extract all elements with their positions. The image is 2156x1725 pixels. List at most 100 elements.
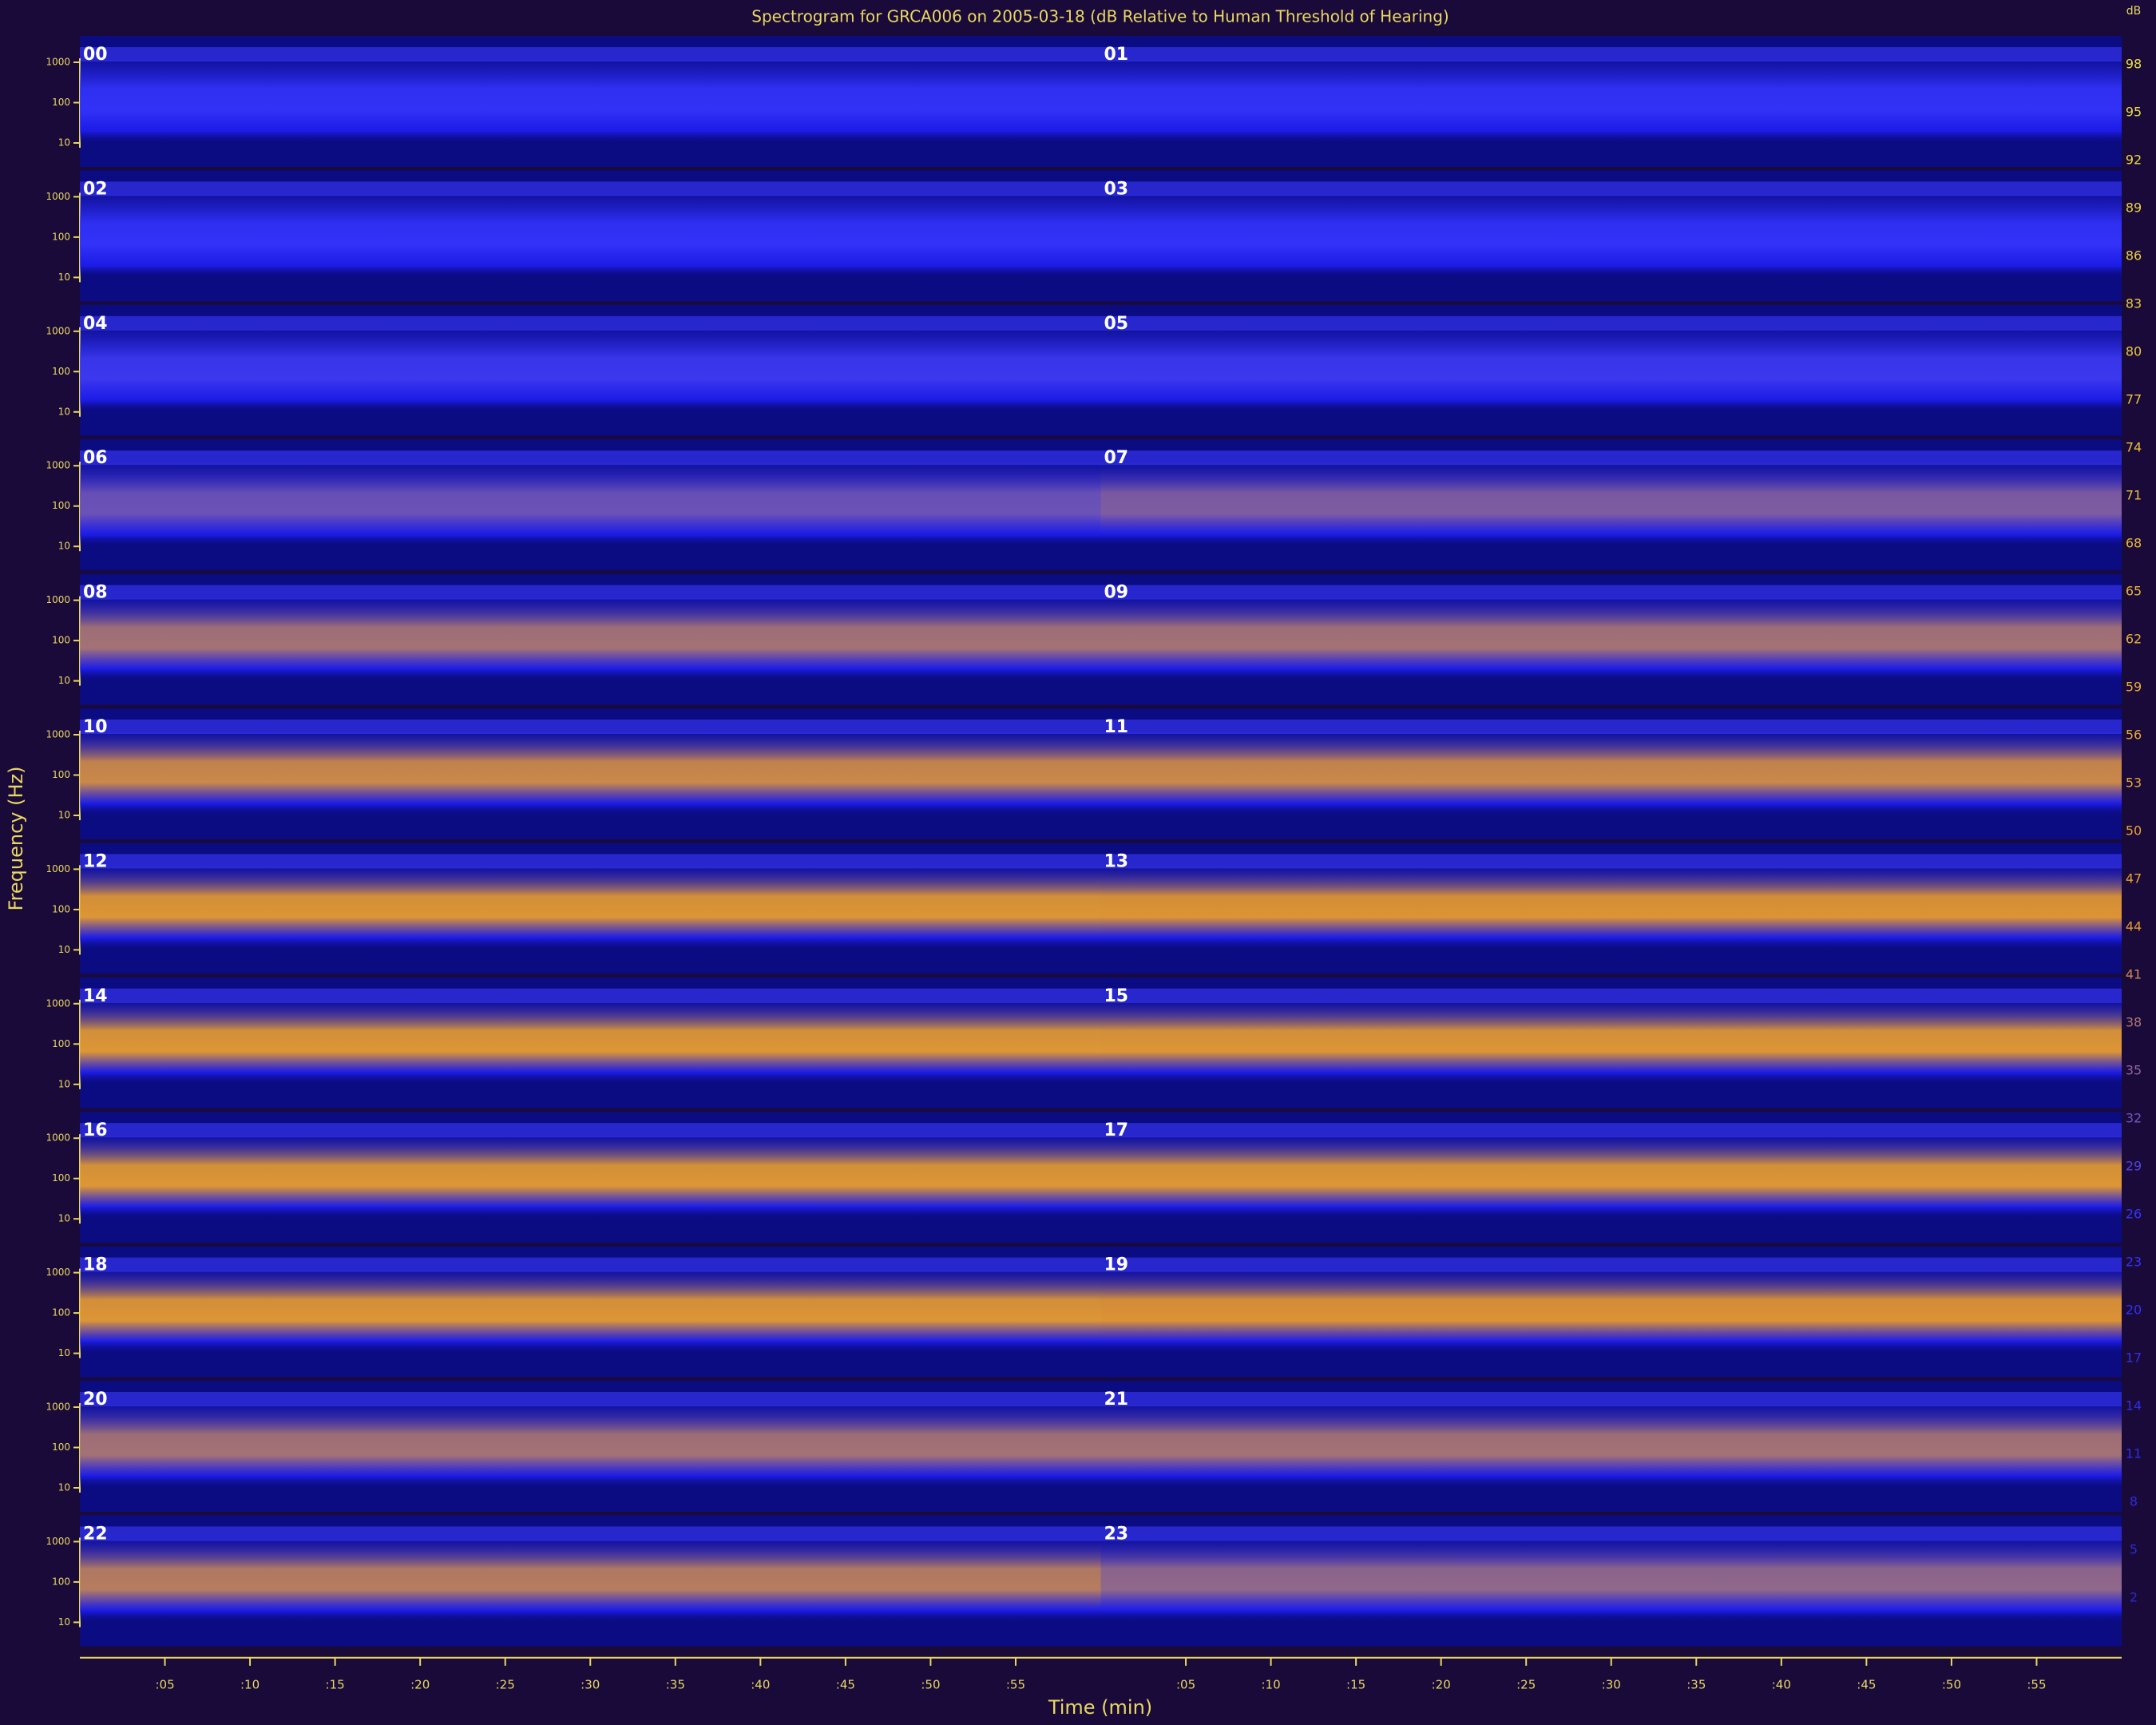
colorbar-tick-label: 56 <box>2126 728 2142 743</box>
colorbar-tick-label: 74 <box>2126 440 2142 455</box>
y-tick-label: 1000 <box>46 997 70 1009</box>
x-tick-label: :20 <box>410 1677 430 1691</box>
y-tick-label: 10 <box>58 1213 70 1224</box>
x-tick-label: :10 <box>1262 1677 1281 1691</box>
colorbar-tick-label: 71 <box>2126 488 2142 503</box>
y-tick-label: 10 <box>58 1616 70 1628</box>
y-tick-label: 1000 <box>46 594 70 605</box>
colorbar-tick-label: 32 <box>2126 1111 2142 1126</box>
colorbar-tick-label: 20 <box>2126 1303 2142 1318</box>
spectrogram-band <box>80 866 1101 951</box>
top-stripe <box>80 1526 2122 1541</box>
colorbar-tick-label: 68 <box>2126 536 2142 551</box>
top-stripe <box>80 988 2122 1003</box>
top-stripe <box>80 47 2122 61</box>
colorbar-tick-label: 41 <box>2126 967 2142 982</box>
panel-label: 16 <box>83 1120 108 1140</box>
colorbar-label: dB <box>2126 5 2142 18</box>
colorbar-tick-label: 98 <box>2126 57 2142 72</box>
x-tick-label: :35 <box>1686 1677 1706 1691</box>
colorbar-tick-label: 11 <box>2126 1446 2142 1461</box>
colorbar-tick-label: 8 <box>2130 1494 2138 1509</box>
panel-label: 20 <box>83 1390 108 1410</box>
spectrogram-band <box>1100 732 2122 816</box>
spectrogram-band <box>80 597 1101 682</box>
x-axis-label: Time (min) <box>1048 1696 1152 1719</box>
x-tick-label: :50 <box>1942 1677 1961 1691</box>
y-tick-label: 10 <box>58 272 70 283</box>
y-tick-label: 100 <box>52 97 70 108</box>
colorbar-tick-label: 26 <box>2126 1207 2142 1222</box>
top-stripe <box>80 450 2122 466</box>
x-tick-label: :10 <box>240 1677 260 1691</box>
panel-label: 11 <box>1104 717 1129 737</box>
y-tick-label: 1000 <box>46 325 70 336</box>
panel-label: 08 <box>83 583 108 603</box>
x-tick-label: :30 <box>1602 1677 1621 1691</box>
spectrogram-band <box>1100 328 2122 413</box>
y-tick-label: 10 <box>58 137 70 149</box>
x-tick-label: :25 <box>1516 1677 1536 1691</box>
y-tick-label: 100 <box>52 231 70 242</box>
spectrogram-band <box>1100 1136 2122 1220</box>
x-tick-label: :05 <box>1176 1677 1195 1691</box>
y-tick-label: 100 <box>52 1576 70 1587</box>
panel-label: 12 <box>83 851 108 871</box>
spectrogram-band <box>80 194 1101 279</box>
y-axis-label: Frequency (Hz) <box>5 767 27 911</box>
y-tick-label: 1000 <box>46 1267 70 1278</box>
y-tick-label: 1000 <box>46 729 70 740</box>
top-stripe <box>80 854 2122 869</box>
spectrogram-band <box>80 60 1101 144</box>
spectrogram-band <box>80 1136 1101 1220</box>
y-tick-label: 100 <box>52 1441 70 1453</box>
x-tick-label: :45 <box>836 1677 855 1691</box>
y-tick-label: 10 <box>58 810 70 821</box>
x-tick-label: :35 <box>666 1677 685 1691</box>
y-tick-label: 100 <box>52 1172 70 1184</box>
spectrogram-band <box>80 1001 1101 1085</box>
colorbar-tick-label: 14 <box>2126 1398 2142 1414</box>
colorbar-tick-label: 89 <box>2126 200 2142 216</box>
colorbar-tick-label: 38 <box>2126 1015 2142 1030</box>
colorbar-tick-label: 65 <box>2126 584 2142 599</box>
y-tick-label: 1000 <box>46 1402 70 1413</box>
y-tick-label: 1000 <box>46 1536 70 1547</box>
colorbar-tick-label: 47 <box>2126 871 2142 886</box>
panel-label: 05 <box>1104 314 1129 334</box>
spectrogram-band <box>1100 60 2122 144</box>
x-tick-label: :40 <box>751 1677 770 1691</box>
panel-label: 23 <box>1104 1524 1129 1544</box>
spectrogram-band <box>1100 463 2122 548</box>
panel-label: 00 <box>83 45 108 65</box>
colorbar-tick-label: 23 <box>2126 1255 2142 1270</box>
y-tick-label: 1000 <box>46 460 70 471</box>
panel-label: 17 <box>1104 1120 1129 1140</box>
colorbar-tick-label: 77 <box>2126 392 2142 407</box>
x-tick-label: :15 <box>326 1677 345 1691</box>
panel-label: 10 <box>83 717 108 737</box>
colorbar-tick-label: 59 <box>2126 680 2142 695</box>
y-tick-label: 100 <box>52 1038 70 1049</box>
top-stripe <box>80 1392 2122 1406</box>
x-tick-label: :15 <box>1346 1677 1365 1691</box>
x-tick-label: :05 <box>155 1677 174 1691</box>
spectrogram-band <box>80 1539 1101 1624</box>
x-tick-label: :55 <box>2027 1677 2046 1691</box>
y-tick-label: 10 <box>58 406 70 417</box>
y-tick-label: 100 <box>52 366 70 377</box>
colorbar-tick-label: 5 <box>2130 1542 2138 1557</box>
y-tick-label: 100 <box>52 635 70 646</box>
y-tick-label: 10 <box>58 675 70 686</box>
panel-label: 09 <box>1104 583 1129 603</box>
panel-label: 21 <box>1104 1390 1129 1410</box>
x-tick-label: :45 <box>1857 1677 1876 1691</box>
top-stripe <box>80 1257 2122 1272</box>
y-tick-label: 1000 <box>46 863 70 874</box>
y-tick-label: 1000 <box>46 57 70 68</box>
x-tick-label: :50 <box>921 1677 940 1691</box>
panel-label: 22 <box>83 1524 108 1544</box>
spectrogram-band <box>1100 1001 2122 1085</box>
top-stripe <box>80 1123 2122 1138</box>
